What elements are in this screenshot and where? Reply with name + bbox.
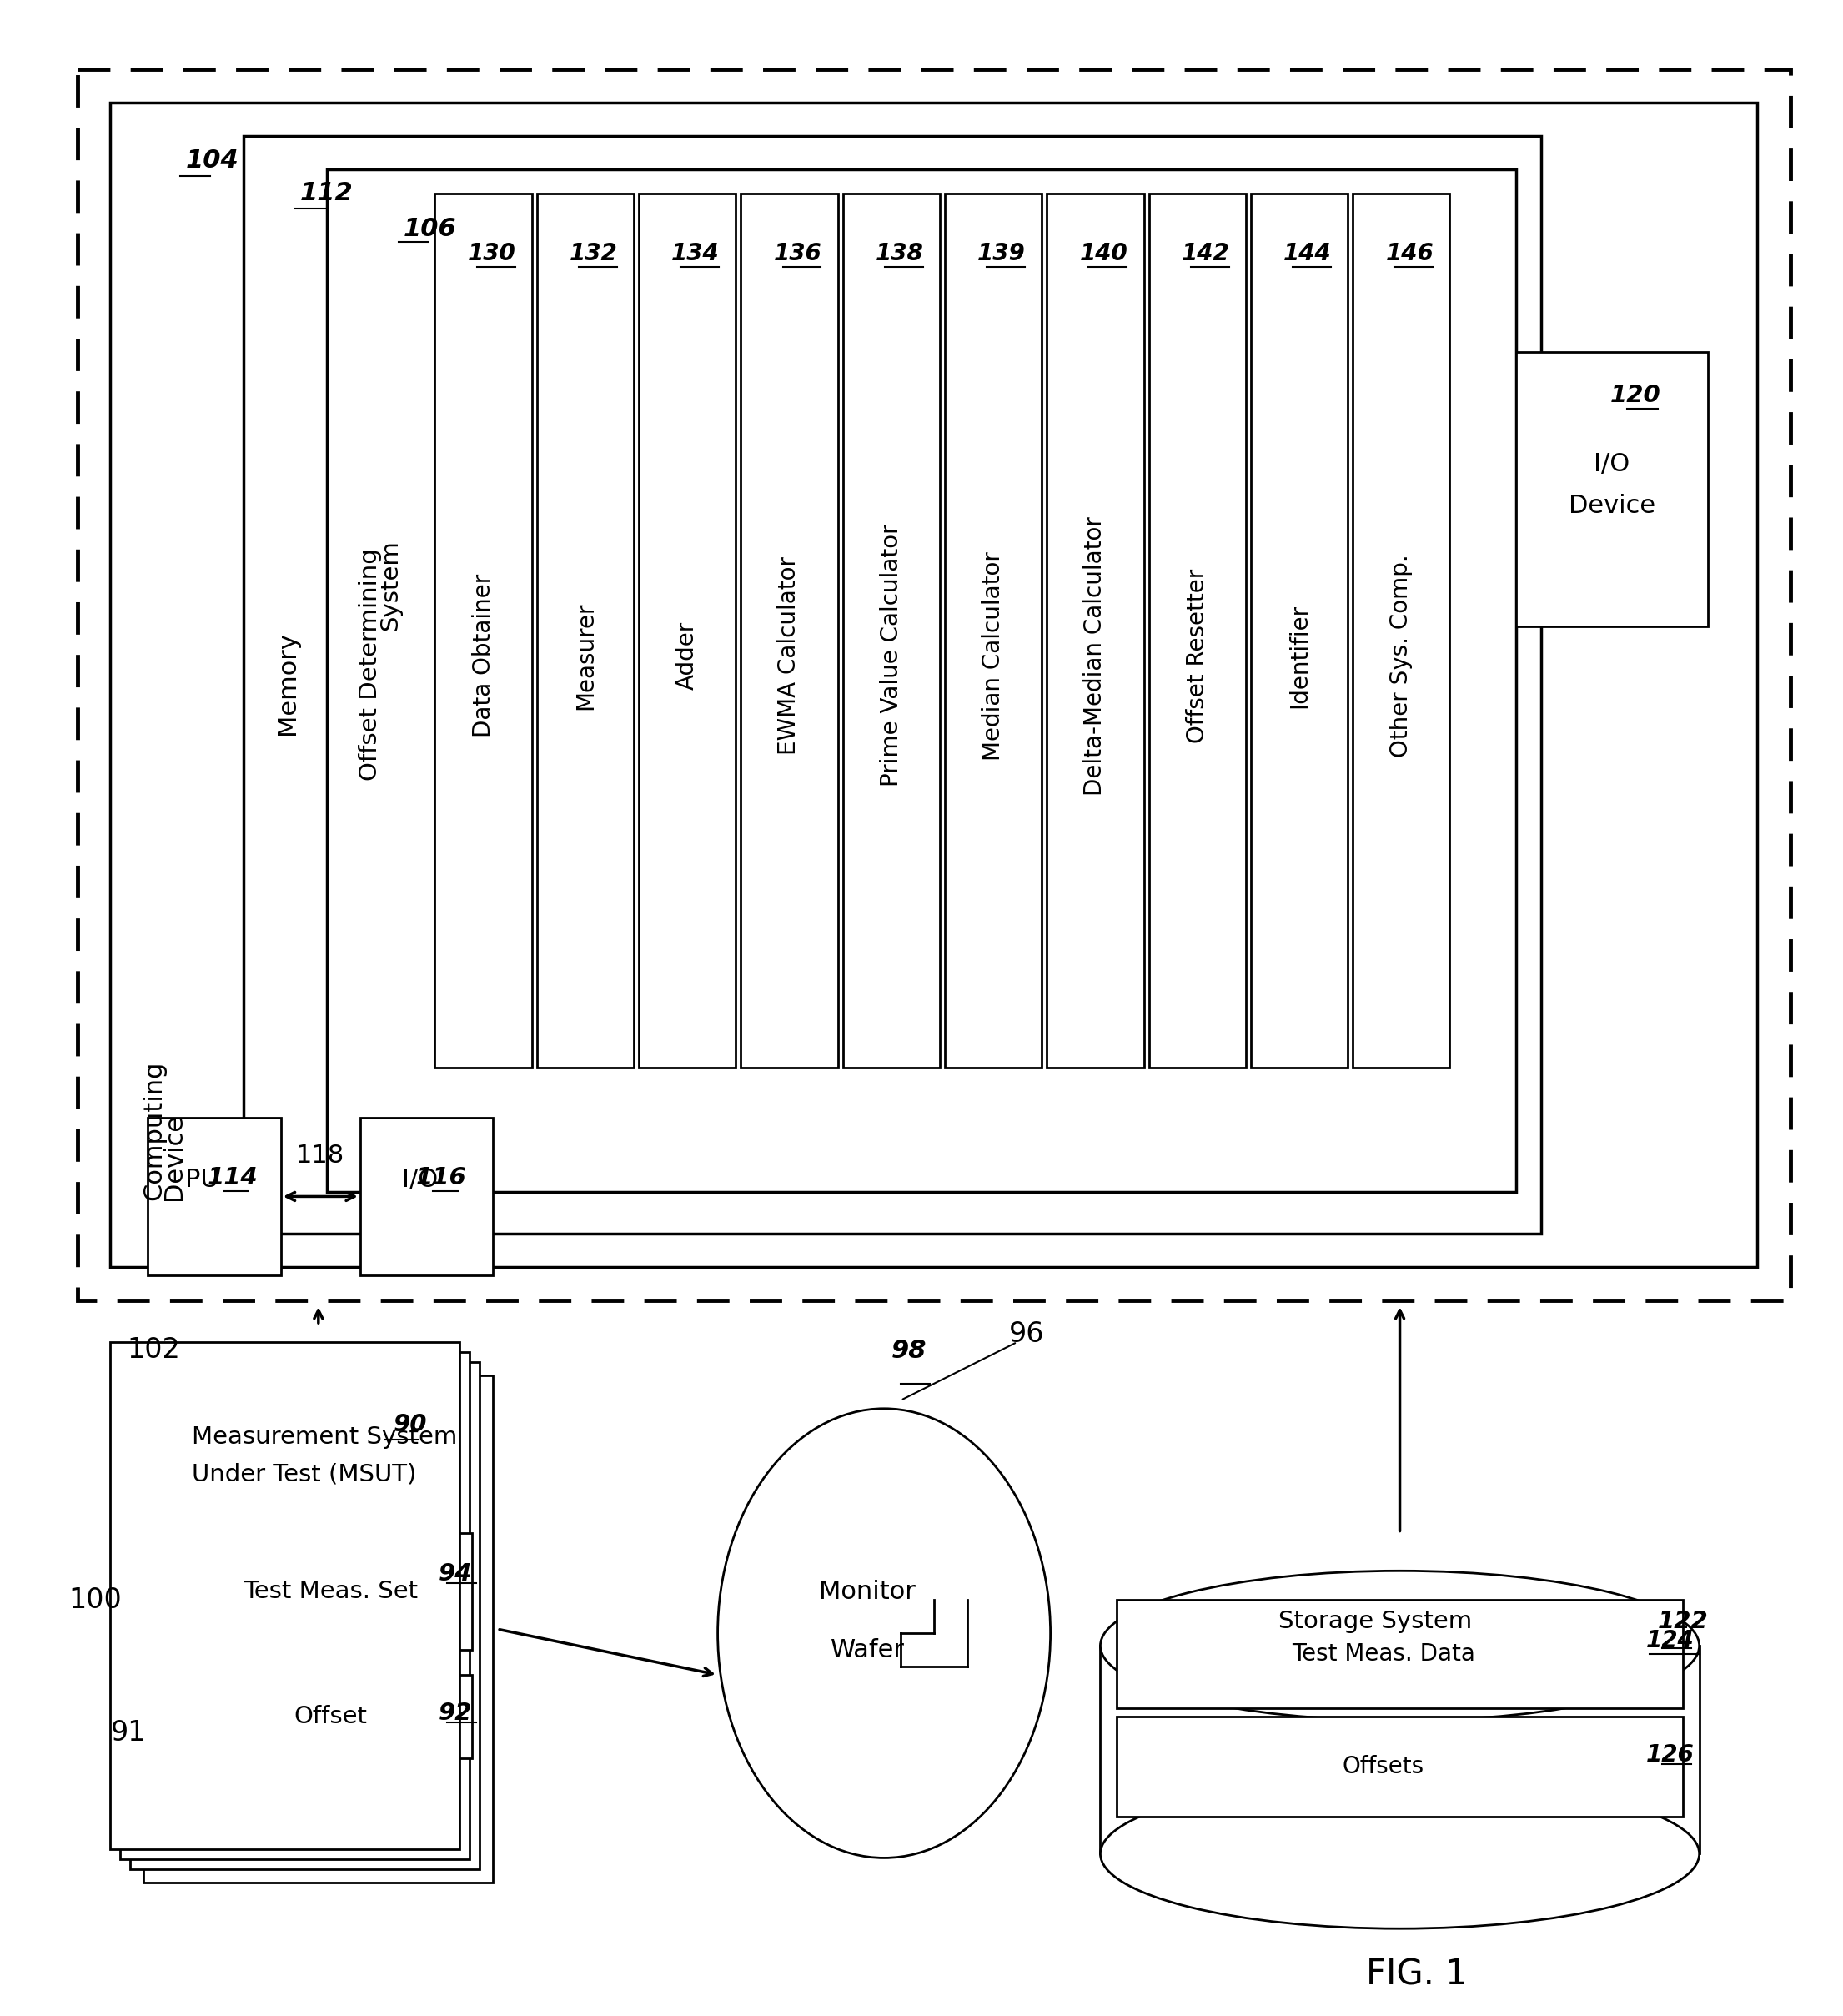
Text: I/O: I/O bbox=[1594, 452, 1629, 476]
Text: 138: 138 bbox=[875, 242, 923, 266]
Text: 146: 146 bbox=[1386, 242, 1434, 266]
Text: Median Calculator: Median Calculator bbox=[982, 550, 1004, 760]
Text: Offset: Offset bbox=[295, 1706, 367, 1728]
Bar bbox=[359, 1117, 494, 1276]
Bar bbox=[1517, 353, 1708, 627]
Bar bbox=[131, 1363, 479, 1869]
Bar bbox=[842, 194, 940, 1068]
Text: 132: 132 bbox=[569, 242, 617, 266]
Text: Measurer: Measurer bbox=[573, 601, 597, 710]
Bar bbox=[326, 169, 1517, 1191]
Bar bbox=[144, 1375, 494, 1883]
Text: Measurement System: Measurement System bbox=[192, 1425, 457, 1450]
Bar bbox=[214, 1675, 472, 1758]
Bar bbox=[1047, 194, 1145, 1068]
Text: I/O: I/O bbox=[402, 1167, 439, 1191]
Text: 124: 124 bbox=[1646, 1629, 1694, 1653]
Text: Test Meas. Set: Test Meas. Set bbox=[243, 1581, 418, 1603]
Text: Data Obtainer: Data Obtainer bbox=[472, 575, 496, 738]
Text: Adder: Adder bbox=[676, 621, 698, 689]
Text: Offsets: Offsets bbox=[1342, 1754, 1425, 1778]
Text: Test Meas. Data: Test Meas. Data bbox=[1292, 1643, 1474, 1665]
Ellipse shape bbox=[717, 1409, 1051, 1859]
Bar bbox=[945, 194, 1041, 1068]
Text: Identifier: Identifier bbox=[1288, 603, 1310, 708]
Text: 130: 130 bbox=[468, 242, 516, 266]
Text: Storage System: Storage System bbox=[1277, 1611, 1473, 1633]
Bar bbox=[1117, 1601, 1683, 1708]
Text: 144: 144 bbox=[1283, 242, 1332, 266]
Bar bbox=[1353, 194, 1450, 1068]
Bar bbox=[741, 194, 839, 1068]
Bar bbox=[1117, 1716, 1683, 1816]
Text: System: System bbox=[378, 540, 402, 631]
Text: 139: 139 bbox=[977, 242, 1027, 266]
Text: 116: 116 bbox=[417, 1165, 466, 1189]
Text: 126: 126 bbox=[1646, 1744, 1694, 1766]
Text: 122: 122 bbox=[1657, 1611, 1708, 1633]
Text: 114: 114 bbox=[208, 1165, 258, 1189]
Text: FIG. 1: FIG. 1 bbox=[1366, 1958, 1467, 1992]
Text: 142: 142 bbox=[1181, 242, 1229, 266]
Text: 140: 140 bbox=[1080, 242, 1128, 266]
Bar bbox=[536, 194, 634, 1068]
Text: 134: 134 bbox=[671, 242, 721, 266]
Text: 118: 118 bbox=[295, 1143, 345, 1167]
Text: 92: 92 bbox=[439, 1702, 472, 1726]
Text: Device: Device bbox=[1568, 494, 1655, 518]
Bar bbox=[214, 1534, 472, 1649]
Text: 136: 136 bbox=[774, 242, 822, 266]
Bar bbox=[111, 1343, 461, 1849]
Text: Memory: Memory bbox=[275, 631, 299, 734]
Text: 90: 90 bbox=[393, 1413, 428, 1435]
Text: PU: PU bbox=[184, 1167, 219, 1191]
Text: 94: 94 bbox=[439, 1562, 472, 1587]
Text: Delta-Median Calculator: Delta-Median Calculator bbox=[1084, 516, 1108, 794]
Bar bbox=[243, 135, 1541, 1234]
Bar bbox=[1251, 194, 1347, 1068]
Text: 102: 102 bbox=[127, 1337, 181, 1365]
Text: 104: 104 bbox=[186, 147, 238, 171]
Text: Device: Device bbox=[162, 1113, 186, 1202]
Bar bbox=[77, 69, 1791, 1300]
Text: Other Sys. Comp.: Other Sys. Comp. bbox=[1390, 554, 1414, 758]
Bar bbox=[111, 103, 1758, 1268]
Text: 98: 98 bbox=[892, 1339, 927, 1363]
Bar bbox=[435, 194, 533, 1068]
Text: EWMA Calculator: EWMA Calculator bbox=[778, 556, 802, 754]
Bar bbox=[640, 194, 735, 1068]
Ellipse shape bbox=[1100, 1778, 1699, 1929]
Bar bbox=[120, 1353, 470, 1859]
Text: 112: 112 bbox=[300, 181, 354, 206]
Text: Monitor: Monitor bbox=[818, 1581, 916, 1605]
Text: Under Test (MSUT): Under Test (MSUT) bbox=[192, 1464, 417, 1486]
Text: 120: 120 bbox=[1611, 383, 1661, 407]
Text: Prime Value Calculator: Prime Value Calculator bbox=[879, 524, 903, 786]
Text: Wafer: Wafer bbox=[831, 1637, 905, 1661]
Text: 106: 106 bbox=[404, 218, 457, 242]
Bar bbox=[147, 1117, 280, 1276]
Text: Computing: Computing bbox=[142, 1060, 166, 1202]
Text: 96: 96 bbox=[1008, 1320, 1045, 1347]
Text: Offset Determining: Offset Determining bbox=[358, 548, 382, 780]
Text: 100: 100 bbox=[68, 1587, 122, 1613]
Ellipse shape bbox=[1100, 1570, 1699, 1720]
Text: Offset Resetter: Offset Resetter bbox=[1185, 569, 1209, 744]
Bar bbox=[1148, 194, 1246, 1068]
Text: 91: 91 bbox=[111, 1720, 146, 1746]
